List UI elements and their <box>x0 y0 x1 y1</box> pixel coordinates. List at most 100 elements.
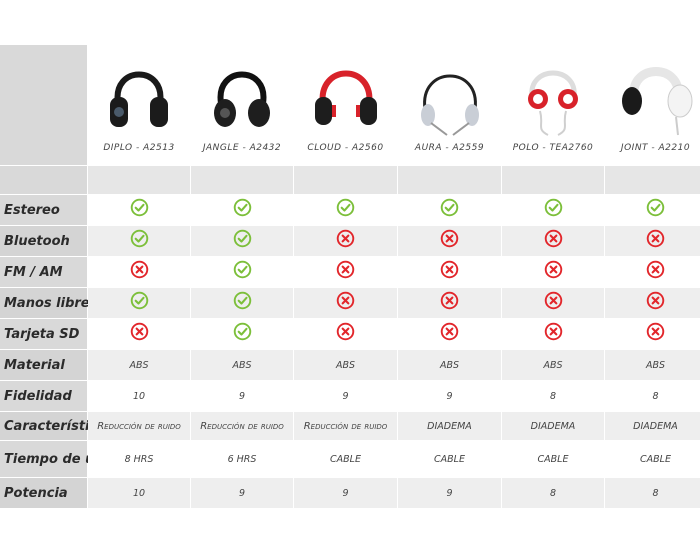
check-icon <box>233 198 252 222</box>
row-label: Tiempo de uso <box>0 441 111 477</box>
cross-icon <box>336 260 355 284</box>
spacer <box>398 166 501 194</box>
cell <box>88 257 190 287</box>
product-column-3: AURA - A2559 <box>398 45 501 165</box>
product-column-1: JANGLE - A2432 <box>191 45 293 165</box>
row-label: FM / AM <box>0 257 87 287</box>
spec-value: 9 <box>191 478 293 508</box>
headphones-silver-icon <box>420 74 479 136</box>
spec-value: DIADEMA <box>398 412 501 440</box>
spec-value: 8 <box>502 381 604 411</box>
cross-icon <box>544 260 563 284</box>
cross-icon <box>646 291 665 315</box>
spec-value: 9 <box>294 381 397 411</box>
check-icon <box>336 198 355 222</box>
cell <box>191 226 293 256</box>
cell <box>294 195 397 225</box>
spec-value: CABLE <box>605 441 700 477</box>
cell <box>398 226 501 256</box>
cross-icon <box>336 291 355 315</box>
cell <box>605 319 700 349</box>
cross-icon <box>544 229 563 253</box>
spec-value: 8 HRS <box>88 441 190 477</box>
cross-icon <box>130 260 149 284</box>
check-icon <box>130 291 149 315</box>
spec-value: Reducción de ruido <box>88 412 190 440</box>
cell <box>398 319 501 349</box>
headphones-black-icon <box>110 71 168 127</box>
product-column-5: JOINT - A2210 <box>605 45 700 165</box>
cell <box>294 257 397 287</box>
spec-value: CABLE <box>294 441 397 477</box>
product-name: CLOUD - A2560 <box>307 143 384 153</box>
cell <box>502 226 604 256</box>
product-name: JANGLE - A2432 <box>202 143 282 153</box>
cell <box>191 288 293 318</box>
spec-value: CABLE <box>502 441 604 477</box>
spacer <box>605 166 700 194</box>
cell <box>502 257 604 287</box>
spec-value: 9 <box>398 381 501 411</box>
row-label: Potencia <box>0 478 87 508</box>
cell <box>398 288 501 318</box>
cross-icon <box>440 260 459 284</box>
spec-value: ABS <box>191 350 293 380</box>
check-icon <box>233 322 252 346</box>
cross-icon <box>646 260 665 284</box>
cell <box>191 257 293 287</box>
cell <box>88 226 190 256</box>
spec-value: 6 HRS <box>191 441 293 477</box>
check-icon <box>233 291 252 315</box>
headphones-white-red-icon <box>528 70 578 136</box>
product-name: JOINT - A2210 <box>620 143 691 153</box>
spacer-label <box>0 166 87 194</box>
cross-icon <box>440 229 459 253</box>
check-icon <box>646 198 665 222</box>
check-icon <box>130 198 149 222</box>
row-label: Fidelidad <box>0 381 87 411</box>
cross-icon <box>440 322 459 346</box>
product-name: DIPLO - A2513 <box>103 143 175 153</box>
cell <box>88 195 190 225</box>
header-corner <box>0 45 87 165</box>
cell <box>605 288 700 318</box>
row-label: Bluetooh <box>0 226 87 256</box>
cell <box>294 288 397 318</box>
cross-icon <box>544 291 563 315</box>
cell <box>502 195 604 225</box>
spec-value: 8 <box>605 381 700 411</box>
cross-icon <box>130 322 149 346</box>
cell <box>605 226 700 256</box>
check-icon <box>233 260 252 284</box>
cell <box>294 226 397 256</box>
cell <box>191 195 293 225</box>
spec-value: Reducción de ruido <box>294 412 397 440</box>
cross-icon <box>336 322 355 346</box>
spec-value: 10 <box>88 381 190 411</box>
cell <box>605 195 700 225</box>
row-label: Tarjeta SD <box>0 319 87 349</box>
spacer <box>294 166 397 194</box>
spec-value: ABS <box>502 350 604 380</box>
cross-icon <box>440 291 459 315</box>
spec-value: DIADEMA <box>605 412 700 440</box>
spec-value: CABLE <box>398 441 501 477</box>
row-label: Estereo <box>0 195 87 225</box>
check-icon <box>440 198 459 222</box>
cell <box>398 257 501 287</box>
cell <box>398 195 501 225</box>
cell <box>502 288 604 318</box>
row-label: Manos libres <box>0 288 97 318</box>
cell <box>88 288 190 318</box>
spec-value: ABS <box>398 350 501 380</box>
headphones-black-icon <box>214 71 270 127</box>
spec-value: DIADEMA <box>502 412 604 440</box>
cross-icon <box>646 322 665 346</box>
headphones-red-icon <box>314 70 377 125</box>
spec-value: Reducción de ruido <box>191 412 293 440</box>
spacer <box>191 166 293 194</box>
check-icon <box>544 198 563 222</box>
spec-value: 10 <box>88 478 190 508</box>
spec-value: 8 <box>502 478 604 508</box>
spec-value: ABS <box>88 350 190 380</box>
